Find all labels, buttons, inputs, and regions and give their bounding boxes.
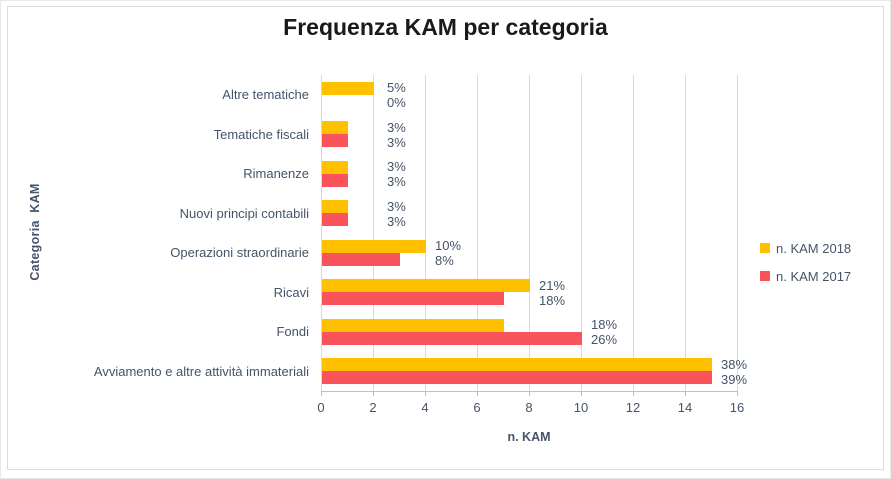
x-tick-label: 14 bbox=[677, 400, 693, 415]
x-tick-label: 4 bbox=[421, 400, 429, 415]
bar-2018 bbox=[322, 358, 712, 371]
bar-2017 bbox=[322, 173, 348, 187]
data-label-pair: 3% 3% bbox=[387, 198, 406, 229]
category-label: Altre tematiche bbox=[222, 87, 309, 102]
gridline bbox=[685, 75, 686, 391]
chart-title: Frequenza KAM per categoria bbox=[283, 14, 608, 40]
legend-label-2017: n. KAM 2017 bbox=[776, 268, 852, 284]
data-label-pair: 18% 26% bbox=[591, 317, 618, 347]
x-tick-label: 0 bbox=[317, 400, 325, 415]
data-label-pair: 3% 3% bbox=[387, 159, 406, 189]
bar-2018 bbox=[322, 200, 348, 213]
x-axis-tick bbox=[321, 392, 322, 396]
x-tick-label: 2 bbox=[369, 400, 377, 415]
legend-item-2018: n. KAM 2018 bbox=[760, 239, 851, 257]
x-axis-tick bbox=[633, 392, 634, 396]
bar-2017 bbox=[322, 292, 504, 305]
category-label: Rimanenze bbox=[243, 166, 309, 181]
category-label: Avviamento e altre attività immateriali bbox=[93, 363, 309, 379]
x-tick-label: 8 bbox=[525, 400, 533, 415]
x-tick-label: 12 bbox=[625, 400, 641, 415]
bar-2017 bbox=[322, 252, 400, 266]
data-label-pair: 21% 18% bbox=[539, 277, 566, 308]
category-label: Fondi bbox=[276, 324, 309, 339]
gridline bbox=[373, 75, 374, 391]
x-axis-tick bbox=[685, 392, 686, 396]
bar-2018 bbox=[322, 121, 348, 134]
gridline bbox=[737, 75, 738, 391]
bar-2018 bbox=[322, 279, 530, 292]
legend-label-2018: n. KAM 2018 bbox=[776, 240, 852, 256]
x-tick-label: 10 bbox=[573, 400, 589, 415]
data-label-pair: 5% 0% bbox=[387, 80, 406, 110]
category-label: Ricavi bbox=[273, 284, 309, 300]
x-axis-tick bbox=[737, 392, 738, 396]
bar-2018 bbox=[322, 318, 504, 332]
gridline bbox=[529, 75, 530, 391]
x-axis-line bbox=[321, 391, 738, 392]
x-tick-label: 6 bbox=[473, 400, 481, 415]
bar-2018 bbox=[322, 81, 374, 95]
x-axis-tick bbox=[425, 392, 426, 396]
legend-item-2017: n. KAM 2017 bbox=[760, 267, 851, 285]
category-label: Tematiche fiscali bbox=[213, 126, 309, 142]
y-axis-title: Categoria KAM bbox=[28, 183, 42, 281]
gridline bbox=[425, 75, 426, 391]
legend: n. KAM 2018 n. KAM 2017 bbox=[760, 239, 851, 295]
category-label: Nuovi principi contabili bbox=[179, 205, 309, 221]
legend-swatch-2018 bbox=[760, 243, 770, 253]
x-axis-tick bbox=[581, 392, 582, 396]
gridline bbox=[581, 75, 582, 391]
data-label-pair: 38% 39% bbox=[721, 356, 748, 387]
gridline bbox=[477, 75, 478, 391]
x-tick-label: 16 bbox=[729, 400, 745, 415]
x-axis-tick bbox=[373, 392, 374, 396]
legend-swatch-2017 bbox=[760, 271, 770, 281]
category-label: Operazioni straordinarie bbox=[170, 245, 309, 260]
x-axis-tick bbox=[529, 392, 530, 396]
data-label-pair: 3% 3% bbox=[387, 119, 406, 150]
bar-2017 bbox=[322, 134, 348, 147]
bar-2017 bbox=[322, 371, 712, 384]
bar-2017 bbox=[322, 331, 582, 345]
bar-2017 bbox=[322, 213, 348, 226]
bar-2018 bbox=[322, 160, 348, 174]
y-axis-line bbox=[321, 75, 322, 391]
data-label-pair: 10% 8% bbox=[435, 238, 462, 268]
x-axis-title: n. KAM bbox=[507, 430, 551, 444]
x-axis-tick bbox=[477, 392, 478, 396]
gridline bbox=[633, 75, 634, 391]
bar-2018 bbox=[322, 239, 426, 253]
